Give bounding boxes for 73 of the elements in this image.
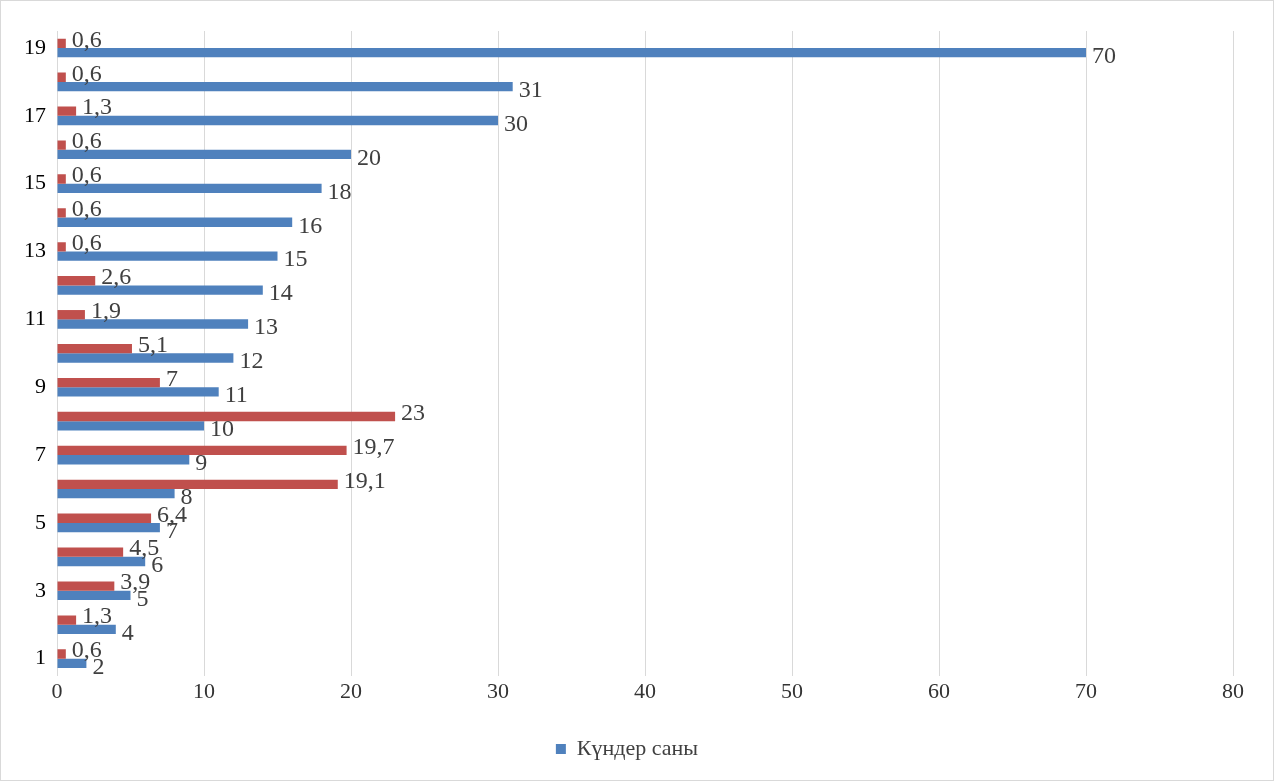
x-tick-label: 70 <box>1075 677 1097 703</box>
y-tick-label: 3 <box>35 576 46 602</box>
data-label: 19,1 <box>343 466 386 493</box>
bar <box>57 276 96 286</box>
bar <box>57 421 204 431</box>
data-label: 31 <box>518 75 543 102</box>
x-tick-label: 80 <box>1222 677 1244 703</box>
data-label: 0,6 <box>71 195 102 222</box>
data-label: 14 <box>268 279 293 306</box>
bar <box>57 174 66 184</box>
data-label: 13 <box>254 313 279 340</box>
data-label: 0,6 <box>71 229 102 256</box>
data-label: 30 <box>504 109 528 136</box>
data-label: 23 <box>401 398 426 425</box>
bar <box>57 615 77 625</box>
data-label: 12 <box>239 347 264 374</box>
bar <box>57 106 77 116</box>
data-label: 0,6 <box>71 127 102 154</box>
data-label: 70 <box>1092 41 1116 68</box>
data-label: 10 <box>210 415 234 442</box>
y-tick-label: 1 <box>35 644 46 670</box>
bar <box>57 72 66 82</box>
data-label: 9 <box>195 449 208 476</box>
x-tick-label: 40 <box>634 677 656 703</box>
bar <box>57 140 66 150</box>
bar <box>57 522 160 533</box>
bar <box>57 38 66 48</box>
data-label: 1,3 <box>82 93 113 120</box>
x-tick-label: 10 <box>193 677 215 703</box>
bar <box>57 513 152 523</box>
bar <box>57 455 190 465</box>
y-tick-label: 7 <box>35 440 46 466</box>
bar <box>57 649 66 659</box>
bar <box>57 242 66 252</box>
data-label: 0,6 <box>71 25 102 52</box>
y-tick-label: 9 <box>35 373 46 399</box>
bar <box>57 343 132 354</box>
data-label: 20 <box>357 143 381 170</box>
data-label: 5,1 <box>137 330 168 357</box>
x-tick-label: 60 <box>928 677 950 703</box>
bar <box>57 581 115 591</box>
bar <box>57 411 396 422</box>
bar <box>57 479 338 490</box>
y-tick-label: 17 <box>24 101 46 127</box>
bar <box>57 489 175 499</box>
legend-label: Күндер саны <box>576 734 699 760</box>
y-tick-label: 11 <box>24 305 46 331</box>
data-label: 1,9 <box>90 297 121 324</box>
bar <box>57 208 66 218</box>
bar <box>57 387 219 397</box>
y-tick-label: 5 <box>35 508 46 534</box>
data-label: 16 <box>298 211 323 238</box>
data-label: 1,3 <box>82 602 113 629</box>
data-label: 2,6 <box>101 263 132 290</box>
y-tick-label: 15 <box>24 169 46 195</box>
bar <box>57 377 160 388</box>
data-label: 4 <box>121 618 134 645</box>
bar <box>57 445 347 456</box>
bar <box>57 310 85 320</box>
data-label: 0,6 <box>71 59 102 86</box>
bar <box>57 547 124 557</box>
x-tick-label: 30 <box>487 677 509 703</box>
data-label: 11 <box>224 381 248 408</box>
data-label: 18 <box>327 177 352 204</box>
y-tick-label: 19 <box>24 33 46 59</box>
data-label: 7 <box>165 364 178 391</box>
data-label: 15 <box>283 245 308 272</box>
y-tick-label: 13 <box>24 237 46 263</box>
x-tick-label: 50 <box>781 677 803 703</box>
data-label: 0,6 <box>71 161 102 188</box>
data-label: 19,7 <box>352 432 395 459</box>
x-tick-label: 20 <box>340 677 362 703</box>
x-tick-label: 0 <box>51 677 63 703</box>
